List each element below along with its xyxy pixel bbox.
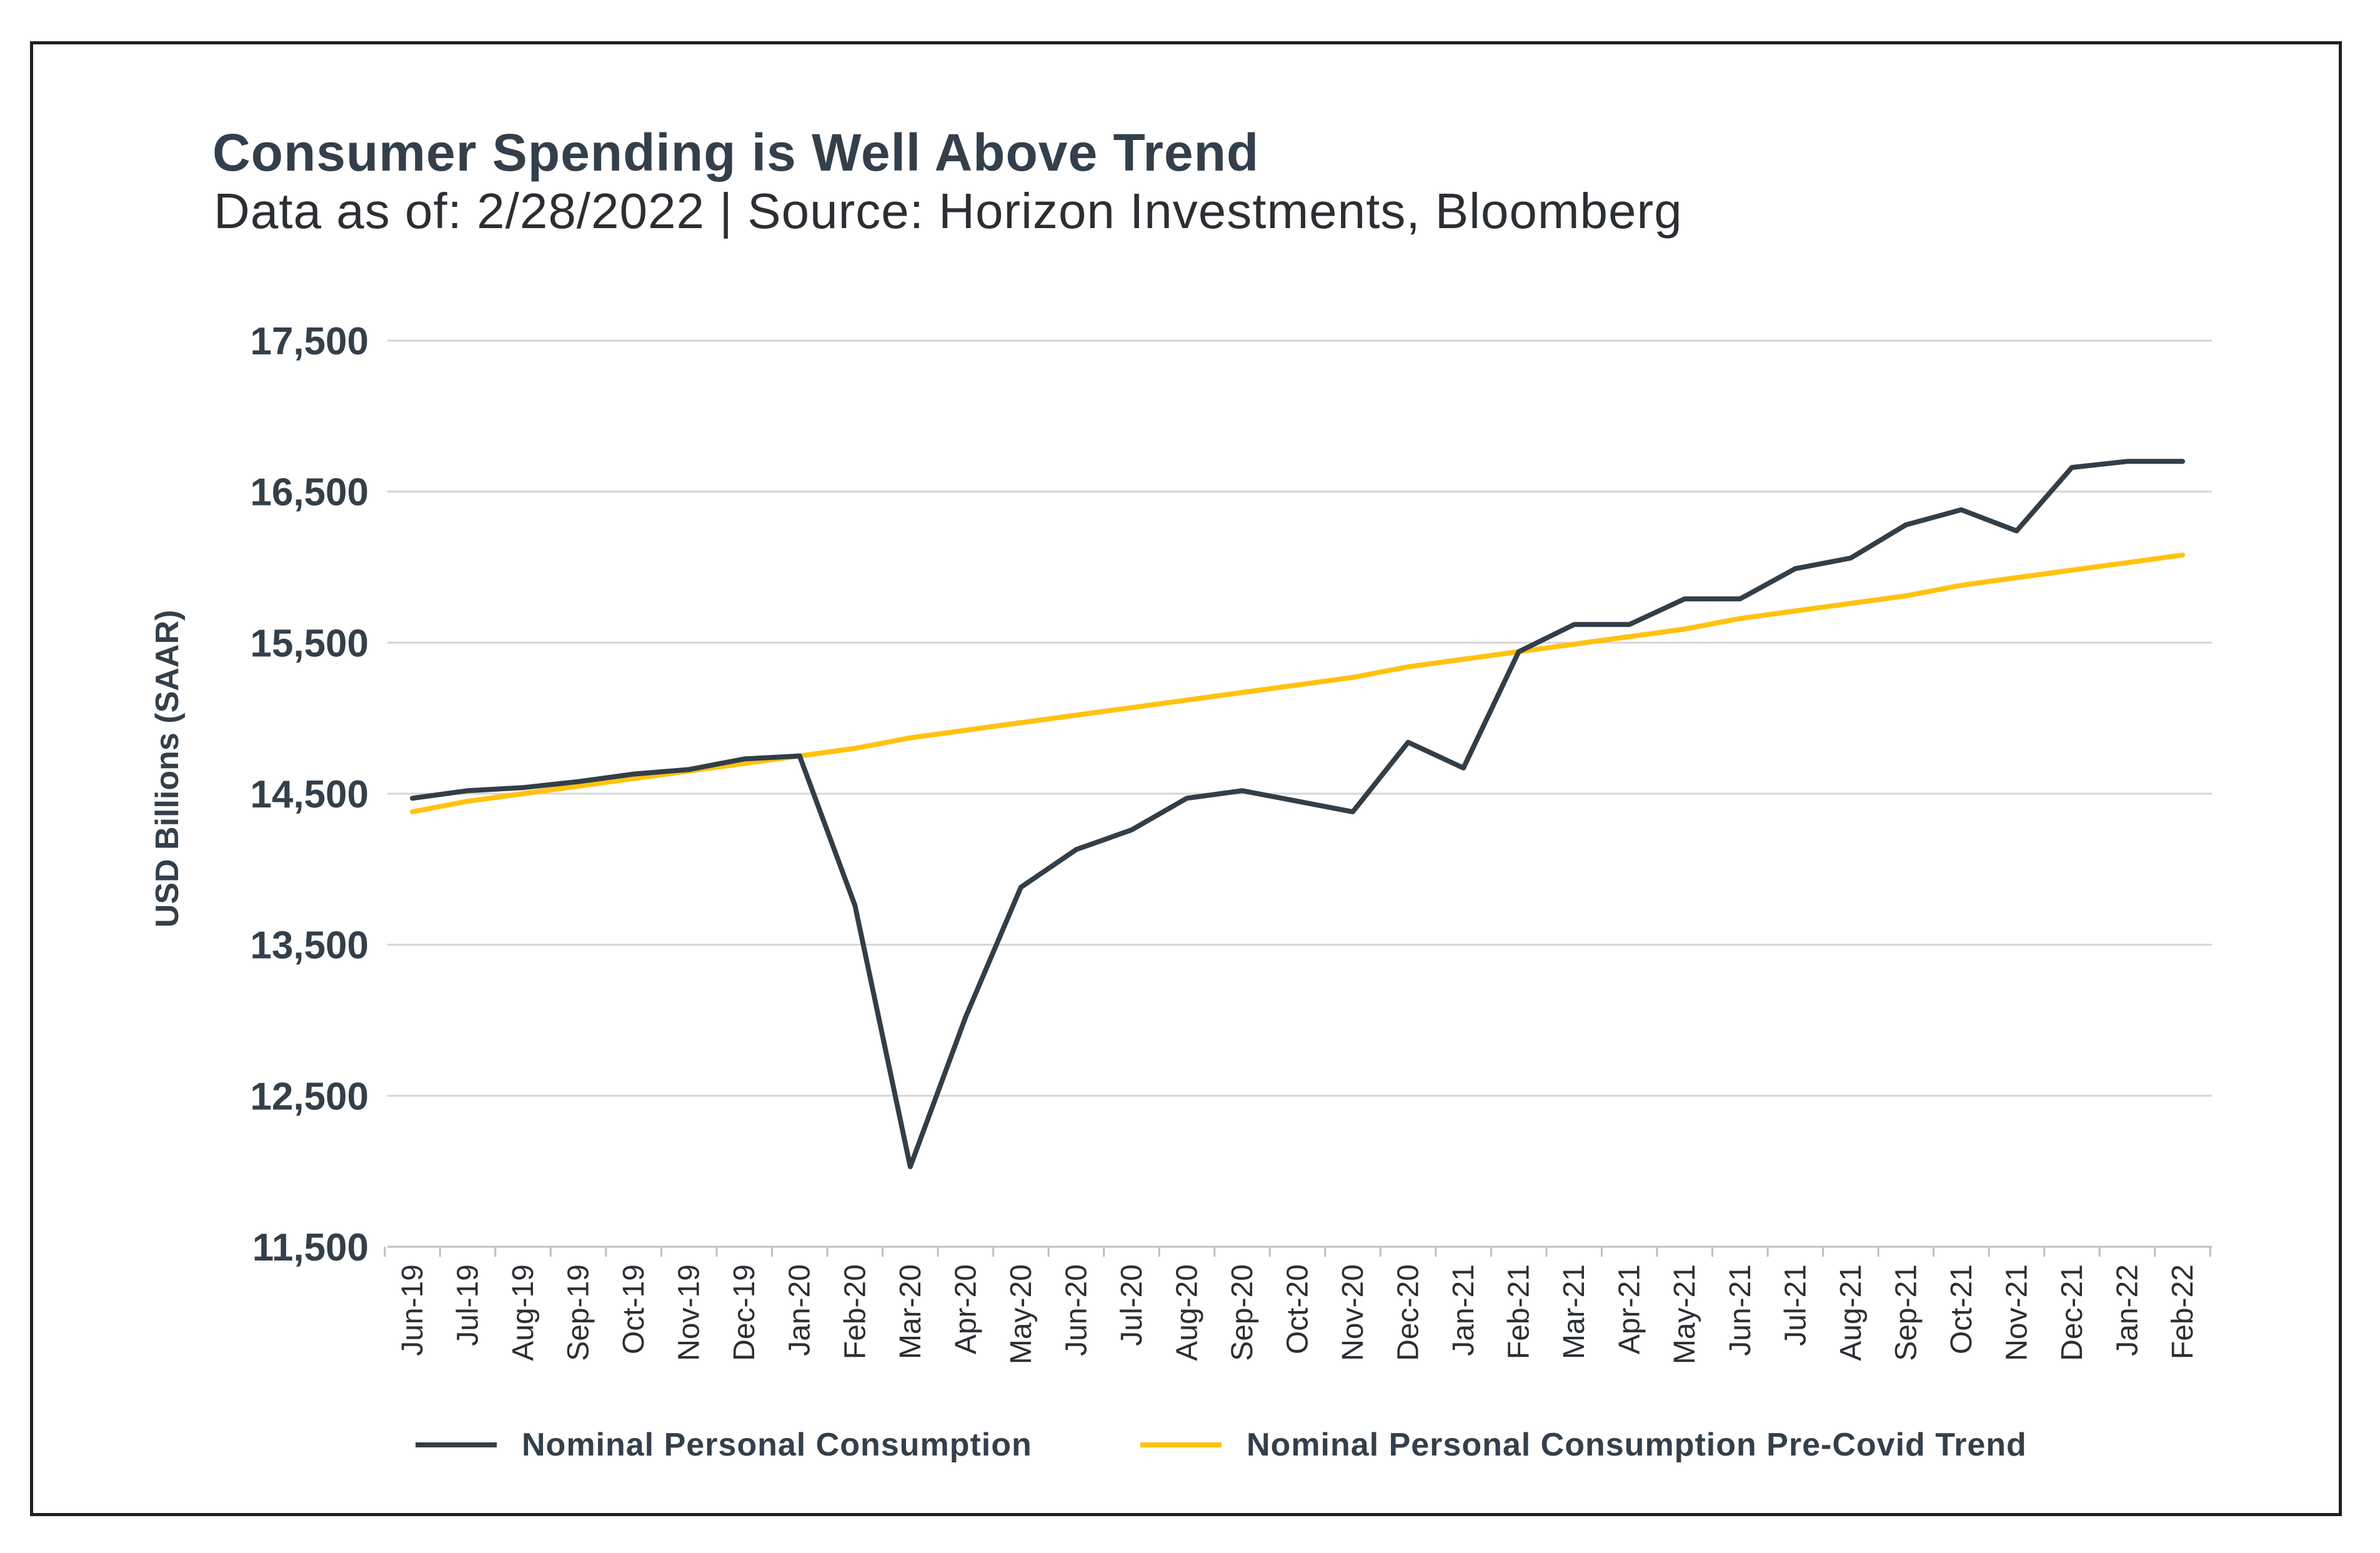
x-tick-label: Feb-20: [839, 1264, 872, 1359]
series-line-actual: [410, 459, 2185, 1169]
legend-swatch-trend: [1140, 1442, 1222, 1447]
y-tick-label: 17,500: [250, 320, 369, 363]
x-tick-label: Jan-22: [2111, 1264, 2144, 1356]
x-tick-label: Feb-22: [2166, 1264, 2199, 1359]
y-tick-label: 13,500: [250, 924, 369, 967]
x-tick-label: Sep-20: [1226, 1264, 1259, 1361]
x-axis: Jun-19 Jul-19 Aug-19 Sep-19 Oct-19 Nov-19 Dec-…: [384, 1246, 2212, 1364]
x-tick-label: Aug-19: [507, 1264, 540, 1361]
legend-item-trend: Nominal Personal Consumption Pre-Covid T…: [1140, 1425, 2027, 1465]
legend-item-actual: Nominal Personal Consumption: [416, 1425, 1032, 1465]
y-axis-label: USD Billions (SAAR): [149, 610, 186, 927]
x-tick-label: Jul-21: [1779, 1264, 1812, 1346]
x-tick-label: Sep-21: [1890, 1264, 1923, 1361]
x-tick-label: Apr-21: [1613, 1264, 1646, 1354]
x-tick-label: Aug-21: [1835, 1264, 1868, 1361]
chart-subtitle: Data as of: 2/28/2022 | Source: Horizon …: [214, 183, 1683, 239]
legend-swatch-actual: [416, 1442, 497, 1447]
x-tick-label: Sep-19: [562, 1264, 595, 1361]
x-tick-label: Dec-21: [2056, 1264, 2089, 1361]
x-tick-label: Jul-19: [452, 1264, 485, 1346]
x-tick-label: Feb-21: [1503, 1264, 1536, 1359]
y-tick-label: 11,500: [252, 1226, 369, 1269]
x-tick-label: Jun-19: [396, 1264, 429, 1356]
y-tick-label: 16,500: [250, 471, 369, 514]
x-tick-label: Nov-20: [1337, 1264, 1370, 1361]
chart-title: Consumer Spending is Well Above Trend: [212, 123, 1260, 182]
x-tick-label: Dec-20: [1392, 1264, 1425, 1361]
x-tick-label: Oct-21: [1945, 1264, 1978, 1354]
x-tick-label: Dec-19: [728, 1264, 761, 1361]
chart-frame: [30, 41, 2342, 1516]
x-tick-label: Aug-20: [1170, 1264, 1203, 1361]
y-axis-ticks: 11,500 12,500 13,500 14,500 15,500 16,500 17,5…: [250, 320, 369, 1269]
x-tick-label: Jan-20: [784, 1264, 817, 1356]
x-tick-label: Oct-19: [617, 1264, 650, 1354]
series-lines: [410, 459, 2185, 1169]
x-tick-label: Nov-21: [2000, 1264, 2033, 1361]
gridlines: [387, 339, 2212, 1097]
y-tick-label: 14,500: [250, 773, 369, 816]
x-tick-label: Mar-20: [894, 1264, 927, 1359]
x-tick-label: Jun-21: [1724, 1264, 1757, 1356]
legend-label-actual: Nominal Personal Consumption: [522, 1427, 1032, 1463]
x-tick-label: May-21: [1668, 1264, 1701, 1364]
x-tick-label: Jul-20: [1115, 1264, 1148, 1346]
x-tick-label: Oct-20: [1282, 1264, 1315, 1354]
series-line-trend: [410, 552, 2185, 814]
x-tick-label: Nov-19: [673, 1264, 706, 1361]
y-tick-label: 12,500: [250, 1075, 369, 1118]
x-tick-label: May-20: [1005, 1264, 1038, 1364]
y-tick-label: 15,500: [250, 622, 369, 665]
x-tick-label: Apr-20: [949, 1264, 982, 1354]
x-tick-label: Mar-21: [1558, 1264, 1591, 1359]
x-tick-label: Jun-20: [1060, 1264, 1093, 1356]
legend-label-trend: Nominal Personal Consumption Pre-Covid T…: [1247, 1427, 2027, 1463]
x-tick-label: Jan-21: [1447, 1264, 1480, 1356]
